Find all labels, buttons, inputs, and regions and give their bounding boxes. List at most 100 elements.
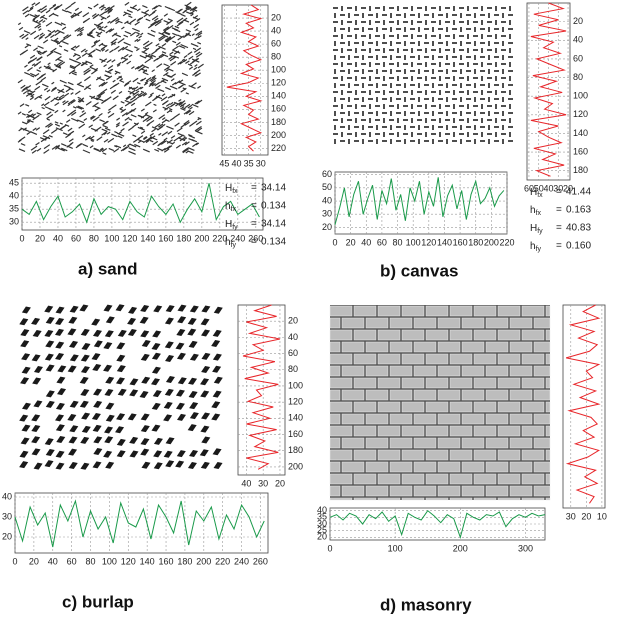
texture-stroke bbox=[131, 87, 135, 91]
y-tick-label: 120 bbox=[271, 78, 286, 88]
texture-blob bbox=[140, 330, 150, 338]
texture-stroke bbox=[71, 117, 79, 122]
texture-brick bbox=[497, 449, 521, 461]
texture-brick bbox=[497, 329, 521, 341]
texture-stroke bbox=[91, 69, 98, 75]
texture-stroke bbox=[136, 82, 141, 85]
stat-sub: fy bbox=[232, 224, 238, 231]
texture-blob bbox=[164, 388, 174, 396]
y-tick-label: 50 bbox=[322, 182, 332, 192]
texture-blob bbox=[164, 341, 174, 349]
texture-stroke bbox=[67, 103, 71, 107]
texture-blob bbox=[44, 305, 54, 313]
texture-blob bbox=[55, 341, 65, 349]
texture-blob bbox=[200, 425, 210, 433]
texture-stroke bbox=[115, 122, 121, 126]
y-tick-label: 80 bbox=[271, 52, 281, 62]
texture-blob bbox=[151, 366, 161, 374]
texture-stroke bbox=[75, 106, 83, 110]
texture-blob bbox=[21, 424, 31, 432]
texture-stroke bbox=[149, 76, 156, 82]
x-tick-label: 0 bbox=[12, 556, 17, 566]
x-tick-label: 140 bbox=[140, 556, 155, 566]
y-tick-label: 160 bbox=[288, 429, 303, 439]
y-tick-label: 80 bbox=[288, 364, 298, 374]
texture-stroke bbox=[93, 3, 99, 8]
texture-stroke bbox=[114, 82, 120, 87]
texture-brick bbox=[533, 317, 551, 329]
texture-stroke bbox=[163, 65, 171, 71]
texture-brick bbox=[365, 437, 389, 449]
texture-stroke bbox=[166, 24, 174, 30]
texture-stroke bbox=[197, 63, 204, 69]
texture-brick bbox=[377, 497, 401, 501]
texture-stroke bbox=[57, 147, 65, 152]
texture-blob bbox=[164, 317, 174, 325]
texture-stroke bbox=[89, 145, 94, 149]
texture-stroke bbox=[85, 100, 92, 106]
y-tick-label: 100 bbox=[271, 65, 286, 75]
texture-stroke bbox=[81, 110, 85, 113]
texture-blob bbox=[93, 436, 103, 444]
texture-brick bbox=[545, 305, 551, 317]
texture-stroke bbox=[191, 33, 195, 36]
texture-stroke bbox=[46, 89, 51, 93]
stat-sign: = bbox=[556, 187, 562, 198]
texture-stroke bbox=[67, 81, 74, 86]
texture-stroke bbox=[150, 54, 156, 58]
texture-stroke bbox=[116, 61, 122, 66]
texture-blob bbox=[187, 328, 197, 336]
texture-stroke bbox=[103, 120, 109, 125]
texture-stroke bbox=[155, 84, 161, 90]
texture-blob bbox=[140, 305, 150, 313]
texture-stroke bbox=[100, 46, 106, 51]
texture-stroke bbox=[43, 101, 50, 107]
texture-stroke bbox=[100, 7, 104, 11]
texture-stroke bbox=[21, 33, 29, 40]
texture-brick bbox=[461, 485, 485, 497]
texture-blob bbox=[80, 354, 90, 362]
texture-stroke bbox=[149, 81, 155, 86]
texture-stroke bbox=[27, 109, 33, 114]
texture-stroke bbox=[24, 64, 28, 68]
texture-brick bbox=[437, 365, 461, 377]
texture-stroke bbox=[88, 124, 94, 129]
texture-stroke bbox=[150, 20, 157, 26]
texture-stroke bbox=[117, 135, 123, 139]
texture-stroke bbox=[151, 15, 159, 21]
texture-brick bbox=[545, 449, 551, 461]
y-tick-label: 35 bbox=[317, 512, 327, 522]
texture-brick bbox=[497, 425, 521, 437]
texture-blob bbox=[151, 378, 161, 386]
texture-stroke bbox=[142, 148, 150, 153]
texture-blob bbox=[93, 340, 103, 348]
texture-stroke bbox=[94, 126, 102, 132]
texture-stroke bbox=[148, 82, 154, 87]
texture-stroke bbox=[133, 93, 139, 98]
texture-blob bbox=[104, 426, 114, 434]
texture-brick bbox=[377, 425, 401, 437]
texture-stroke bbox=[138, 66, 146, 72]
texture-brick bbox=[545, 377, 551, 389]
texture-stroke bbox=[129, 6, 135, 10]
texture-stroke bbox=[36, 112, 42, 116]
texture-stroke bbox=[103, 64, 107, 68]
texture-stroke bbox=[47, 29, 52, 33]
texture-stroke bbox=[33, 47, 38, 52]
texture-stroke bbox=[124, 1, 130, 6]
texture-brick bbox=[377, 329, 401, 341]
texture-stroke bbox=[160, 96, 168, 102]
texture-stroke bbox=[46, 111, 52, 116]
texture-stroke bbox=[162, 106, 168, 110]
texture-stroke bbox=[161, 147, 166, 152]
texture-stroke bbox=[182, 147, 189, 153]
texture-stroke bbox=[113, 45, 120, 51]
texture-stroke bbox=[122, 144, 127, 148]
texture-brick bbox=[329, 341, 341, 353]
x-tick-label: 40 bbox=[53, 233, 63, 243]
texture-brick bbox=[497, 497, 521, 501]
texture-blob bbox=[21, 306, 31, 314]
texture-blob bbox=[104, 389, 114, 397]
texture-blob bbox=[127, 413, 137, 421]
texture-blob bbox=[141, 340, 151, 348]
